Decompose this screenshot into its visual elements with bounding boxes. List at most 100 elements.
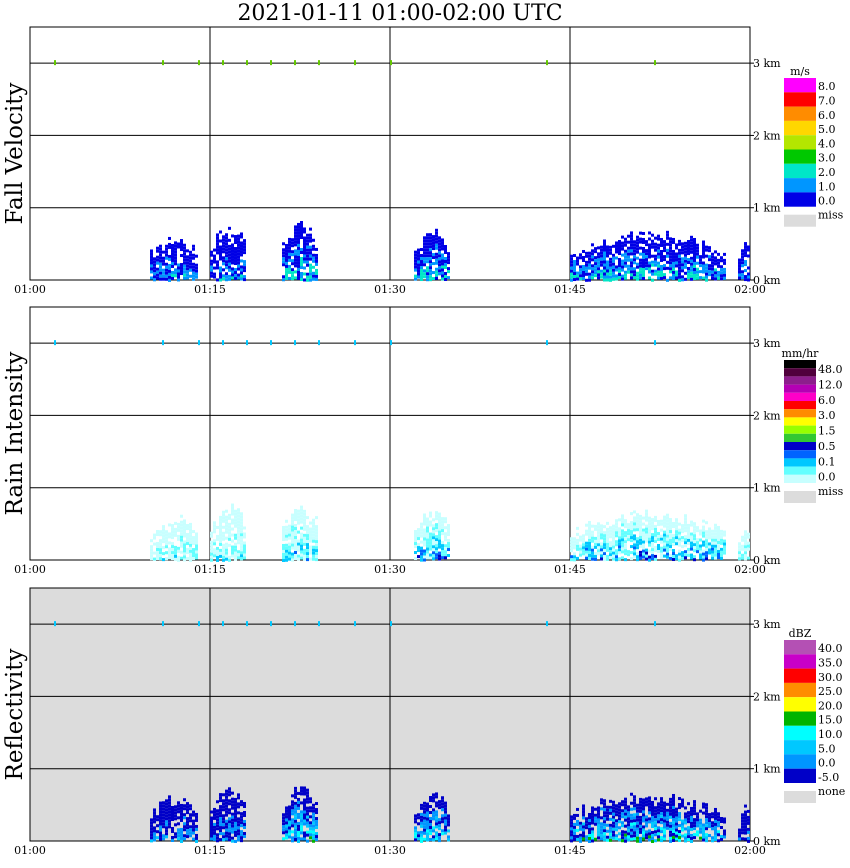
echo-cell bbox=[699, 538, 702, 542]
echo-cell bbox=[696, 270, 699, 274]
echo-cell bbox=[417, 837, 420, 841]
echo-cell bbox=[603, 552, 606, 556]
echo-cell bbox=[423, 260, 426, 264]
echo-speck bbox=[546, 621, 548, 627]
echo-cell bbox=[636, 555, 639, 559]
legend-missing-swatch bbox=[784, 791, 816, 803]
echo-cell bbox=[747, 547, 750, 551]
echo-cell bbox=[225, 251, 228, 255]
echo-cell bbox=[705, 839, 708, 843]
echo-cell bbox=[429, 811, 432, 815]
echo-cell bbox=[438, 248, 441, 252]
echo-cell bbox=[615, 519, 618, 523]
echo-cell bbox=[669, 533, 672, 537]
echo-cell bbox=[651, 815, 654, 819]
echo-cell bbox=[675, 521, 678, 525]
echo-cell bbox=[672, 838, 675, 842]
echo-cell bbox=[600, 822, 603, 826]
echo-cell bbox=[630, 813, 633, 817]
echo-cell bbox=[636, 803, 639, 807]
echo-cell bbox=[711, 538, 714, 542]
echo-cell bbox=[696, 815, 699, 819]
echo-cell bbox=[222, 531, 225, 535]
echo-cell bbox=[216, 266, 219, 270]
echo-cell bbox=[219, 829, 222, 833]
echo-cell bbox=[237, 805, 240, 809]
echo-cell bbox=[585, 835, 588, 839]
echo-cell bbox=[648, 516, 651, 520]
echo-cell bbox=[417, 257, 420, 261]
echo-cell bbox=[630, 276, 633, 280]
echo-cell bbox=[723, 542, 726, 546]
echo-cell bbox=[669, 264, 672, 268]
echo-cell bbox=[288, 829, 291, 833]
echo-cell bbox=[591, 557, 594, 561]
echo-cell bbox=[624, 824, 627, 828]
echo-cell bbox=[225, 278, 228, 282]
echo-cell bbox=[234, 551, 237, 555]
echo-cell bbox=[441, 541, 444, 545]
echo-cell bbox=[429, 272, 432, 276]
echo-cell bbox=[303, 248, 306, 252]
echo-cell bbox=[159, 545, 162, 549]
echo-cell bbox=[636, 241, 639, 245]
echo-cell bbox=[234, 235, 237, 239]
echo-cell bbox=[177, 272, 180, 276]
echo-cell bbox=[288, 267, 291, 271]
echo-cell bbox=[588, 526, 591, 530]
echo-cell bbox=[228, 829, 231, 833]
echo-cell bbox=[747, 266, 750, 270]
echo-cell bbox=[306, 543, 309, 547]
echo-cell bbox=[435, 529, 438, 533]
echo-cell bbox=[612, 815, 615, 819]
echo-cell bbox=[243, 269, 246, 273]
echo-cell bbox=[579, 553, 582, 557]
echo-cell bbox=[234, 259, 237, 263]
echo-cell bbox=[600, 275, 603, 279]
echo-cell bbox=[414, 530, 417, 534]
echo-cell bbox=[216, 233, 219, 237]
echo-cell bbox=[720, 274, 723, 278]
echo-cell bbox=[597, 549, 600, 553]
echo-cell bbox=[165, 274, 168, 278]
echo-cell bbox=[654, 533, 657, 537]
echo-cell bbox=[597, 258, 600, 262]
echo-cell bbox=[189, 543, 192, 547]
echo-cell bbox=[609, 272, 612, 276]
echo-cell bbox=[651, 254, 654, 258]
echo-cell bbox=[648, 796, 651, 800]
echo-cell bbox=[183, 519, 186, 523]
echo-cell bbox=[606, 557, 609, 561]
echo-cell bbox=[609, 553, 612, 557]
echo-cell bbox=[186, 802, 189, 806]
echo-cell bbox=[162, 268, 165, 272]
echo-cell bbox=[678, 540, 681, 544]
echo-cell bbox=[702, 255, 705, 259]
echo-cell bbox=[300, 230, 303, 234]
echo-cell bbox=[606, 527, 609, 531]
echo-cell bbox=[648, 264, 651, 268]
echo-cell bbox=[675, 255, 678, 259]
echo-cell bbox=[717, 839, 720, 843]
echo-cell bbox=[594, 536, 597, 540]
echo-cell bbox=[651, 518, 654, 522]
echo-cell bbox=[162, 816, 165, 820]
echo-cell bbox=[168, 825, 171, 829]
echo-cell bbox=[666, 802, 669, 806]
echo-cell bbox=[444, 556, 447, 560]
echo-cell bbox=[654, 248, 657, 252]
echo-cell bbox=[681, 545, 684, 549]
echo-cell bbox=[426, 547, 429, 551]
echo-cell bbox=[621, 535, 624, 539]
echo-cell bbox=[423, 807, 426, 811]
echo-cell bbox=[240, 836, 243, 840]
echo-cell bbox=[639, 538, 642, 542]
echo-cell bbox=[420, 522, 423, 526]
echo-cell bbox=[171, 276, 174, 280]
echo-cell bbox=[294, 264, 297, 268]
echo-cell bbox=[219, 811, 222, 815]
echo-cell bbox=[159, 533, 162, 537]
echo-cell bbox=[714, 831, 717, 835]
echo-cell bbox=[225, 810, 228, 814]
echo-cell bbox=[603, 534, 606, 538]
